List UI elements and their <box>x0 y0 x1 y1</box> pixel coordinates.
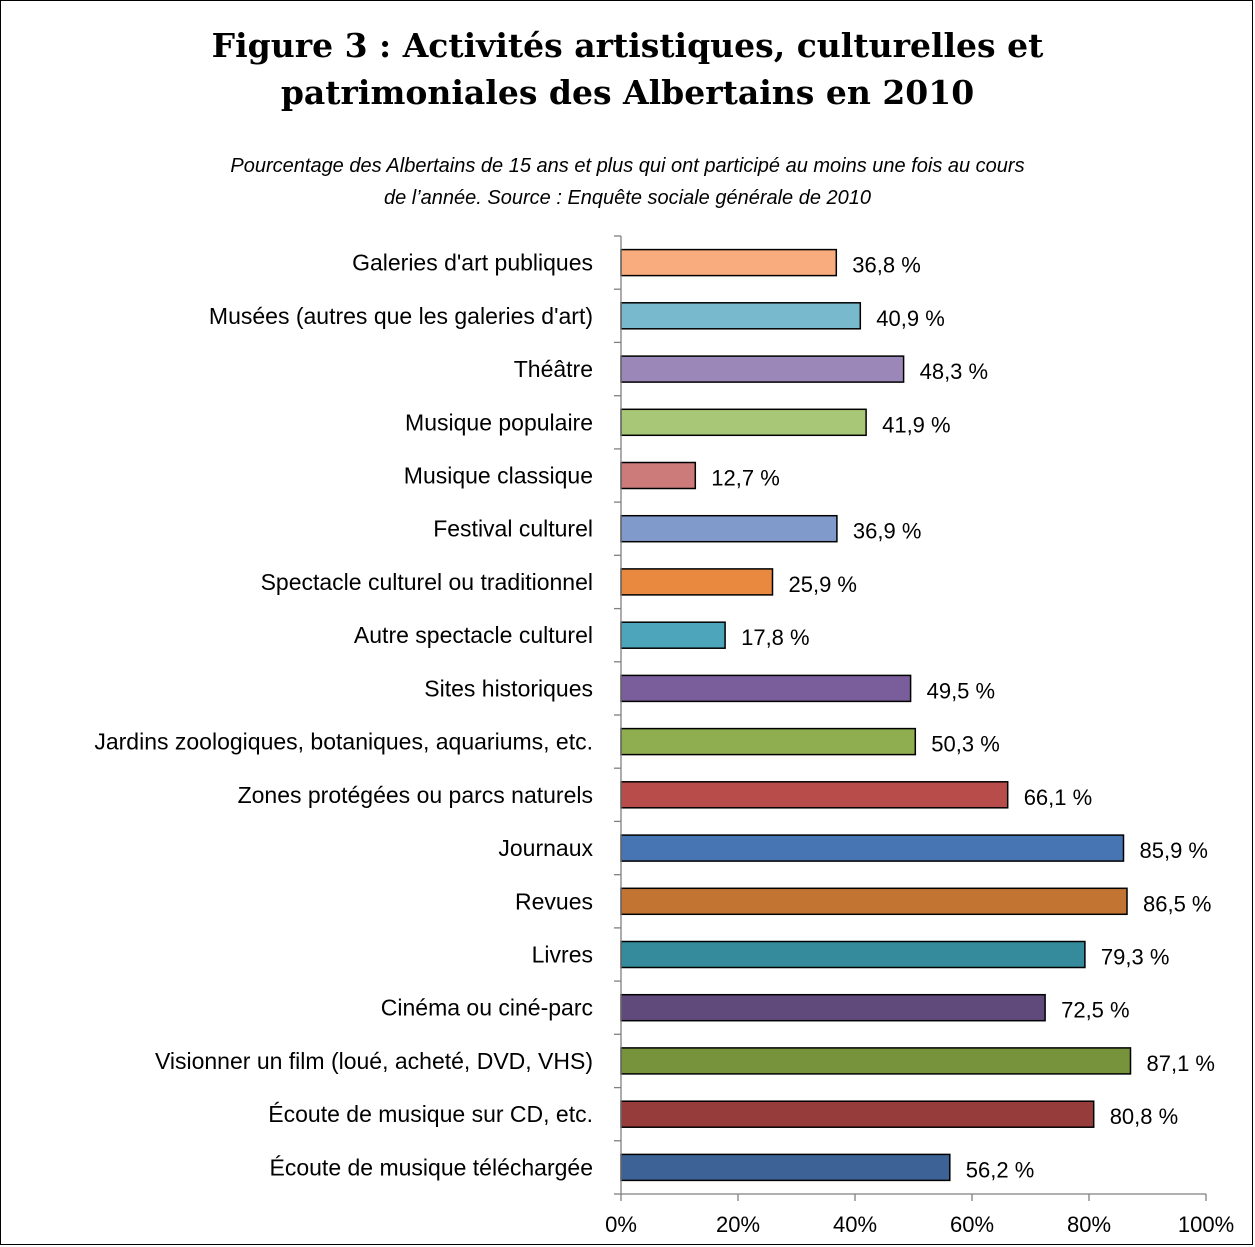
value-label-16: 87,1 % <box>1147 1051 1216 1076</box>
x-tick-label-1: 20% <box>716 1212 760 1237</box>
category-label-7: Spectacle culturel ou traditionnel <box>261 569 593 595</box>
bar-8 <box>620 621 726 649</box>
value-label-12: 85,9 % <box>1140 838 1209 863</box>
axes-group: Galeries d'art publiques 36,8 % Musées (au… <box>94 235 1234 1237</box>
x-tick-label-4: 80% <box>1067 1212 1111 1237</box>
value-label-6: 36,9 % <box>853 519 922 544</box>
value-label-18: 56,2 % <box>966 1157 1035 1182</box>
value-label-4: 41,9 % <box>882 412 951 437</box>
bar-10 <box>620 727 917 756</box>
bar-1 <box>620 248 838 277</box>
chart-subtitle: Pourcentage des Albertains de 15 ans et … <box>120 150 1135 214</box>
category-label-4: Musique populaire <box>405 409 593 435</box>
category-label-18: Écoute de musique téléchargée <box>270 1154 594 1180</box>
value-label-11: 66,1 % <box>1024 785 1092 810</box>
value-label-13: 86,5 % <box>1143 891 1212 916</box>
bar-13 <box>620 887 1128 916</box>
category-label-8: Autre spectacle culturel <box>354 622 593 648</box>
category-label-1: Galeries d'art publiques <box>352 250 593 276</box>
value-label-9: 49,5 % <box>927 678 996 703</box>
category-label-5: Musique classique <box>404 463 593 489</box>
value-label-15: 72,5 % <box>1061 998 1130 1023</box>
bar-11 <box>620 781 1009 809</box>
value-label-3: 48,3 % <box>920 359 989 384</box>
category-label-2: Musées (autres que les galeries d'art) <box>209 303 593 329</box>
bar-14 <box>620 940 1086 969</box>
category-label-16: Visionner un film (loué, acheté, DVD, VH… <box>155 1048 593 1074</box>
bar-12 <box>620 834 1125 862</box>
value-label-14: 79,3 % <box>1101 945 1170 970</box>
chart-subtitle-line-1: Pourcentage des Albertains de 15 ans et … <box>230 155 1025 177</box>
chart-subtitle-line-2: de l’année. Source : Enquête sociale gén… <box>383 187 872 209</box>
category-label-14: Livres <box>532 942 593 968</box>
category-label-13: Revues <box>515 888 593 914</box>
value-label-7: 25,9 % <box>789 572 858 597</box>
chart-title-line-2: patrimoniales des Albertains en 2010 <box>280 73 975 112</box>
bar-17 <box>620 1100 1095 1128</box>
value-label-8: 17,8 % <box>741 625 810 650</box>
bar-5 <box>620 461 697 490</box>
bar-3 <box>620 355 905 383</box>
bar-16 <box>620 1047 1132 1075</box>
x-tick-label-0: 0% <box>605 1212 637 1237</box>
chart-title: Figure 3 : Activités artistiques, cultur… <box>0 22 1255 116</box>
category-label-9: Sites historiques <box>424 675 593 701</box>
chart-title-line-1: Figure 3 : Activités artistiques, cultur… <box>211 26 1044 65</box>
bar-6 <box>620 514 838 543</box>
bar-15 <box>620 993 1046 1022</box>
category-label-17: Écoute de musique sur CD, etc. <box>268 1101 593 1127</box>
category-label-6: Festival culturel <box>433 516 593 542</box>
bar-9 <box>620 674 912 703</box>
category-label-11: Zones protégées ou parcs naturels <box>238 782 593 808</box>
bar-18 <box>620 1153 951 1182</box>
x-tick-label-5: 100% <box>1178 1212 1234 1237</box>
bar-7 <box>620 568 774 596</box>
x-tick-label-2: 40% <box>833 1212 877 1237</box>
category-label-3: Théâtre <box>514 356 593 382</box>
value-label-1: 36,8 % <box>852 253 921 278</box>
value-label-10: 50,3 % <box>931 732 1000 757</box>
value-label-2: 40,9 % <box>876 306 945 331</box>
bar-2 <box>620 302 862 330</box>
bar-4 <box>620 408 867 437</box>
value-label-5: 12,7 % <box>711 466 780 491</box>
category-label-12: Journaux <box>498 835 593 861</box>
category-label-10: Jardins zoologiques, botaniques, aquariu… <box>94 729 593 755</box>
value-label-17: 80,8 % <box>1110 1104 1179 1129</box>
x-tick-label-3: 60% <box>950 1212 994 1237</box>
category-label-15: Cinéma ou ciné-parc <box>381 995 593 1021</box>
bars-group <box>620 248 1132 1182</box>
